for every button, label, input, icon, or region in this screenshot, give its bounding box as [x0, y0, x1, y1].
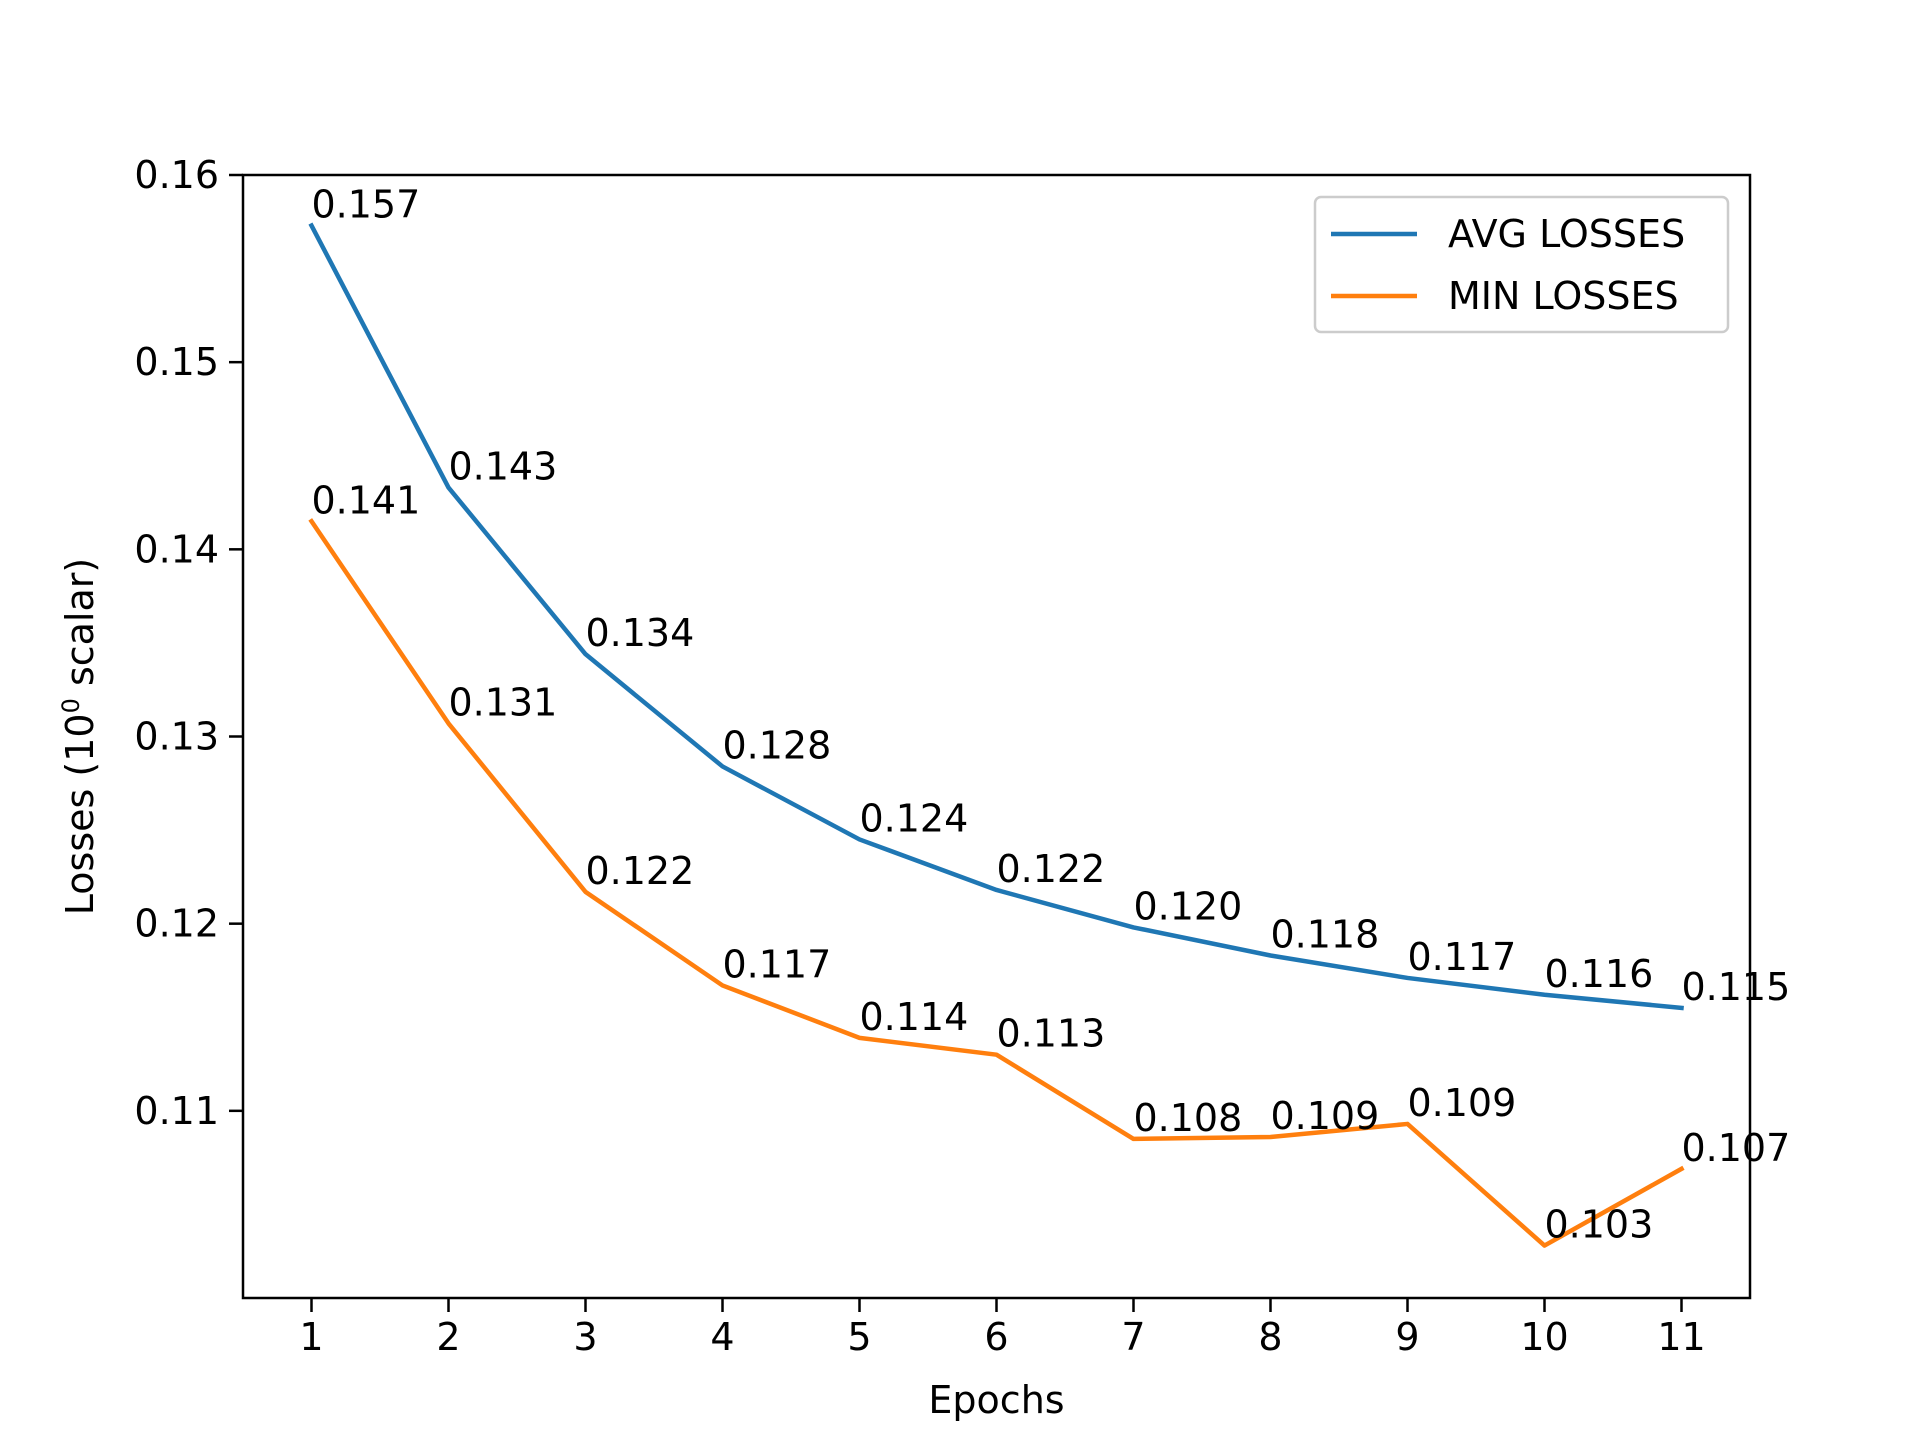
- y-axis: 0.11 0.12 0.13 0.14 0.15 0.16: [134, 153, 243, 1133]
- data-label-avg-losses: 0.118: [1271, 912, 1380, 956]
- data-label-avg-losses: 0.122: [997, 847, 1106, 891]
- x-tick-label: 11: [1657, 1315, 1705, 1359]
- x-tick-label: 6: [984, 1315, 1008, 1359]
- data-label-avg-losses: 0.124: [860, 796, 969, 840]
- y-tick-label: 0.15: [134, 340, 219, 384]
- y-tick-label: 0.16: [134, 153, 219, 197]
- data-label-min-losses: 0.109: [1271, 1094, 1380, 1138]
- series-line-avg-losses: [308, 222, 1684, 1011]
- y-tick-label: 0.11: [134, 1089, 219, 1133]
- data-labels-layer: 0.157 0.143 0.134 0.128 0.124 0.122 0.120 0.118…: [312, 183, 1791, 1247]
- data-label-avg-losses: 0.120: [1134, 884, 1243, 928]
- data-label-avg-losses: 0.117: [1408, 935, 1517, 979]
- data-label-avg-losses: 0.116: [1545, 952, 1654, 996]
- data-label-min-losses: 0.103: [1545, 1203, 1654, 1247]
- data-label-min-losses: 0.141: [312, 478, 421, 522]
- data-label-min-losses: 0.131: [449, 680, 558, 724]
- series-layer: [308, 222, 1685, 1248]
- y-tick-label: 0.14: [134, 527, 219, 571]
- data-label-min-losses: 0.108: [1134, 1096, 1243, 1140]
- y-tick-label: 0.13: [134, 715, 219, 759]
- x-tick-label: 5: [847, 1315, 871, 1359]
- y-tick-label: 0.12: [134, 902, 219, 946]
- x-tick-label: 8: [1258, 1315, 1282, 1359]
- data-label-avg-losses: 0.134: [586, 611, 695, 655]
- x-axis-label: Epochs: [928, 1378, 1064, 1422]
- legend: AVG LOSSES MIN LOSSES: [1313, 195, 1730, 334]
- data-label-avg-losses: 0.143: [449, 445, 558, 489]
- x-tick-label: 3: [573, 1315, 597, 1359]
- x-axis: 1 2 3 4 5 6 7 8 9 10 11: [299, 1298, 1706, 1359]
- y-axis-label: Losses (100 scalar): [57, 558, 102, 915]
- x-tick-label: 4: [710, 1315, 734, 1359]
- data-label-min-losses: 0.114: [860, 995, 969, 1039]
- y-axis-label-prefix: Losses (10: [58, 713, 102, 915]
- x-tick-label: 7: [1121, 1315, 1145, 1359]
- data-label-avg-losses: 0.157: [312, 183, 421, 227]
- legend-label-avg-losses: AVG LOSSES: [1448, 212, 1685, 256]
- x-tick-label: 2: [436, 1315, 460, 1359]
- data-label-min-losses: 0.117: [723, 942, 832, 986]
- y-axis-label-suffix: scalar): [58, 558, 102, 698]
- data-label-min-losses: 0.109: [1408, 1081, 1517, 1125]
- y-axis-label-superscript: 0: [57, 698, 85, 713]
- series-line-min-losses: [308, 518, 1685, 1248]
- x-tick-label: 1: [299, 1315, 323, 1359]
- data-label-min-losses: 0.107: [1682, 1126, 1791, 1170]
- data-label-avg-losses: 0.128: [723, 723, 832, 767]
- legend-box: [1313, 195, 1730, 334]
- data-label-min-losses: 0.122: [586, 849, 695, 893]
- legend-label-min-losses: MIN LOSSES: [1448, 274, 1679, 318]
- x-tick-label: 9: [1395, 1315, 1419, 1359]
- data-label-min-losses: 0.113: [997, 1012, 1106, 1056]
- x-tick-label: 10: [1520, 1315, 1568, 1359]
- data-label-avg-losses: 0.115: [1682, 965, 1791, 1009]
